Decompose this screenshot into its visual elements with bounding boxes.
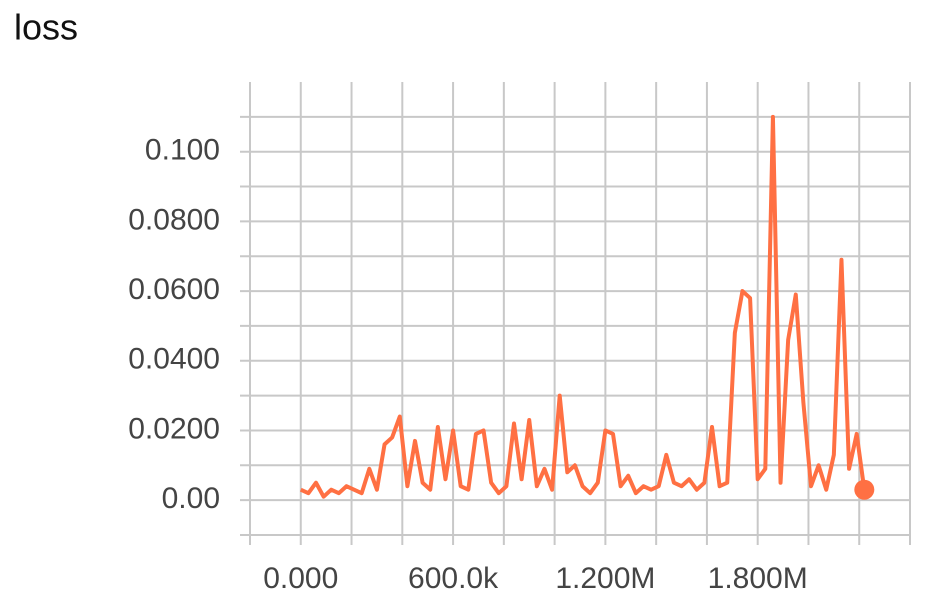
x-tick-label: 1.200M	[555, 562, 655, 595]
line	[299, 114, 867, 499]
y-tick-label: 0.100	[145, 134, 220, 167]
y-tick-label: 0.0800	[128, 203, 220, 236]
end-dot	[854, 479, 875, 500]
y-tick-label: 0.0200	[128, 412, 220, 445]
y-tick-label: 0.0400	[128, 343, 220, 376]
x-tick-label: 600.0k	[408, 562, 499, 595]
y-tick-label: 0.00	[162, 482, 220, 515]
chart-title: loss	[14, 7, 78, 48]
x-tick-label: 1.800M	[708, 562, 808, 595]
x-tick-label: 0.000	[263, 562, 338, 595]
y-tick-label: 0.0600	[128, 273, 220, 306]
